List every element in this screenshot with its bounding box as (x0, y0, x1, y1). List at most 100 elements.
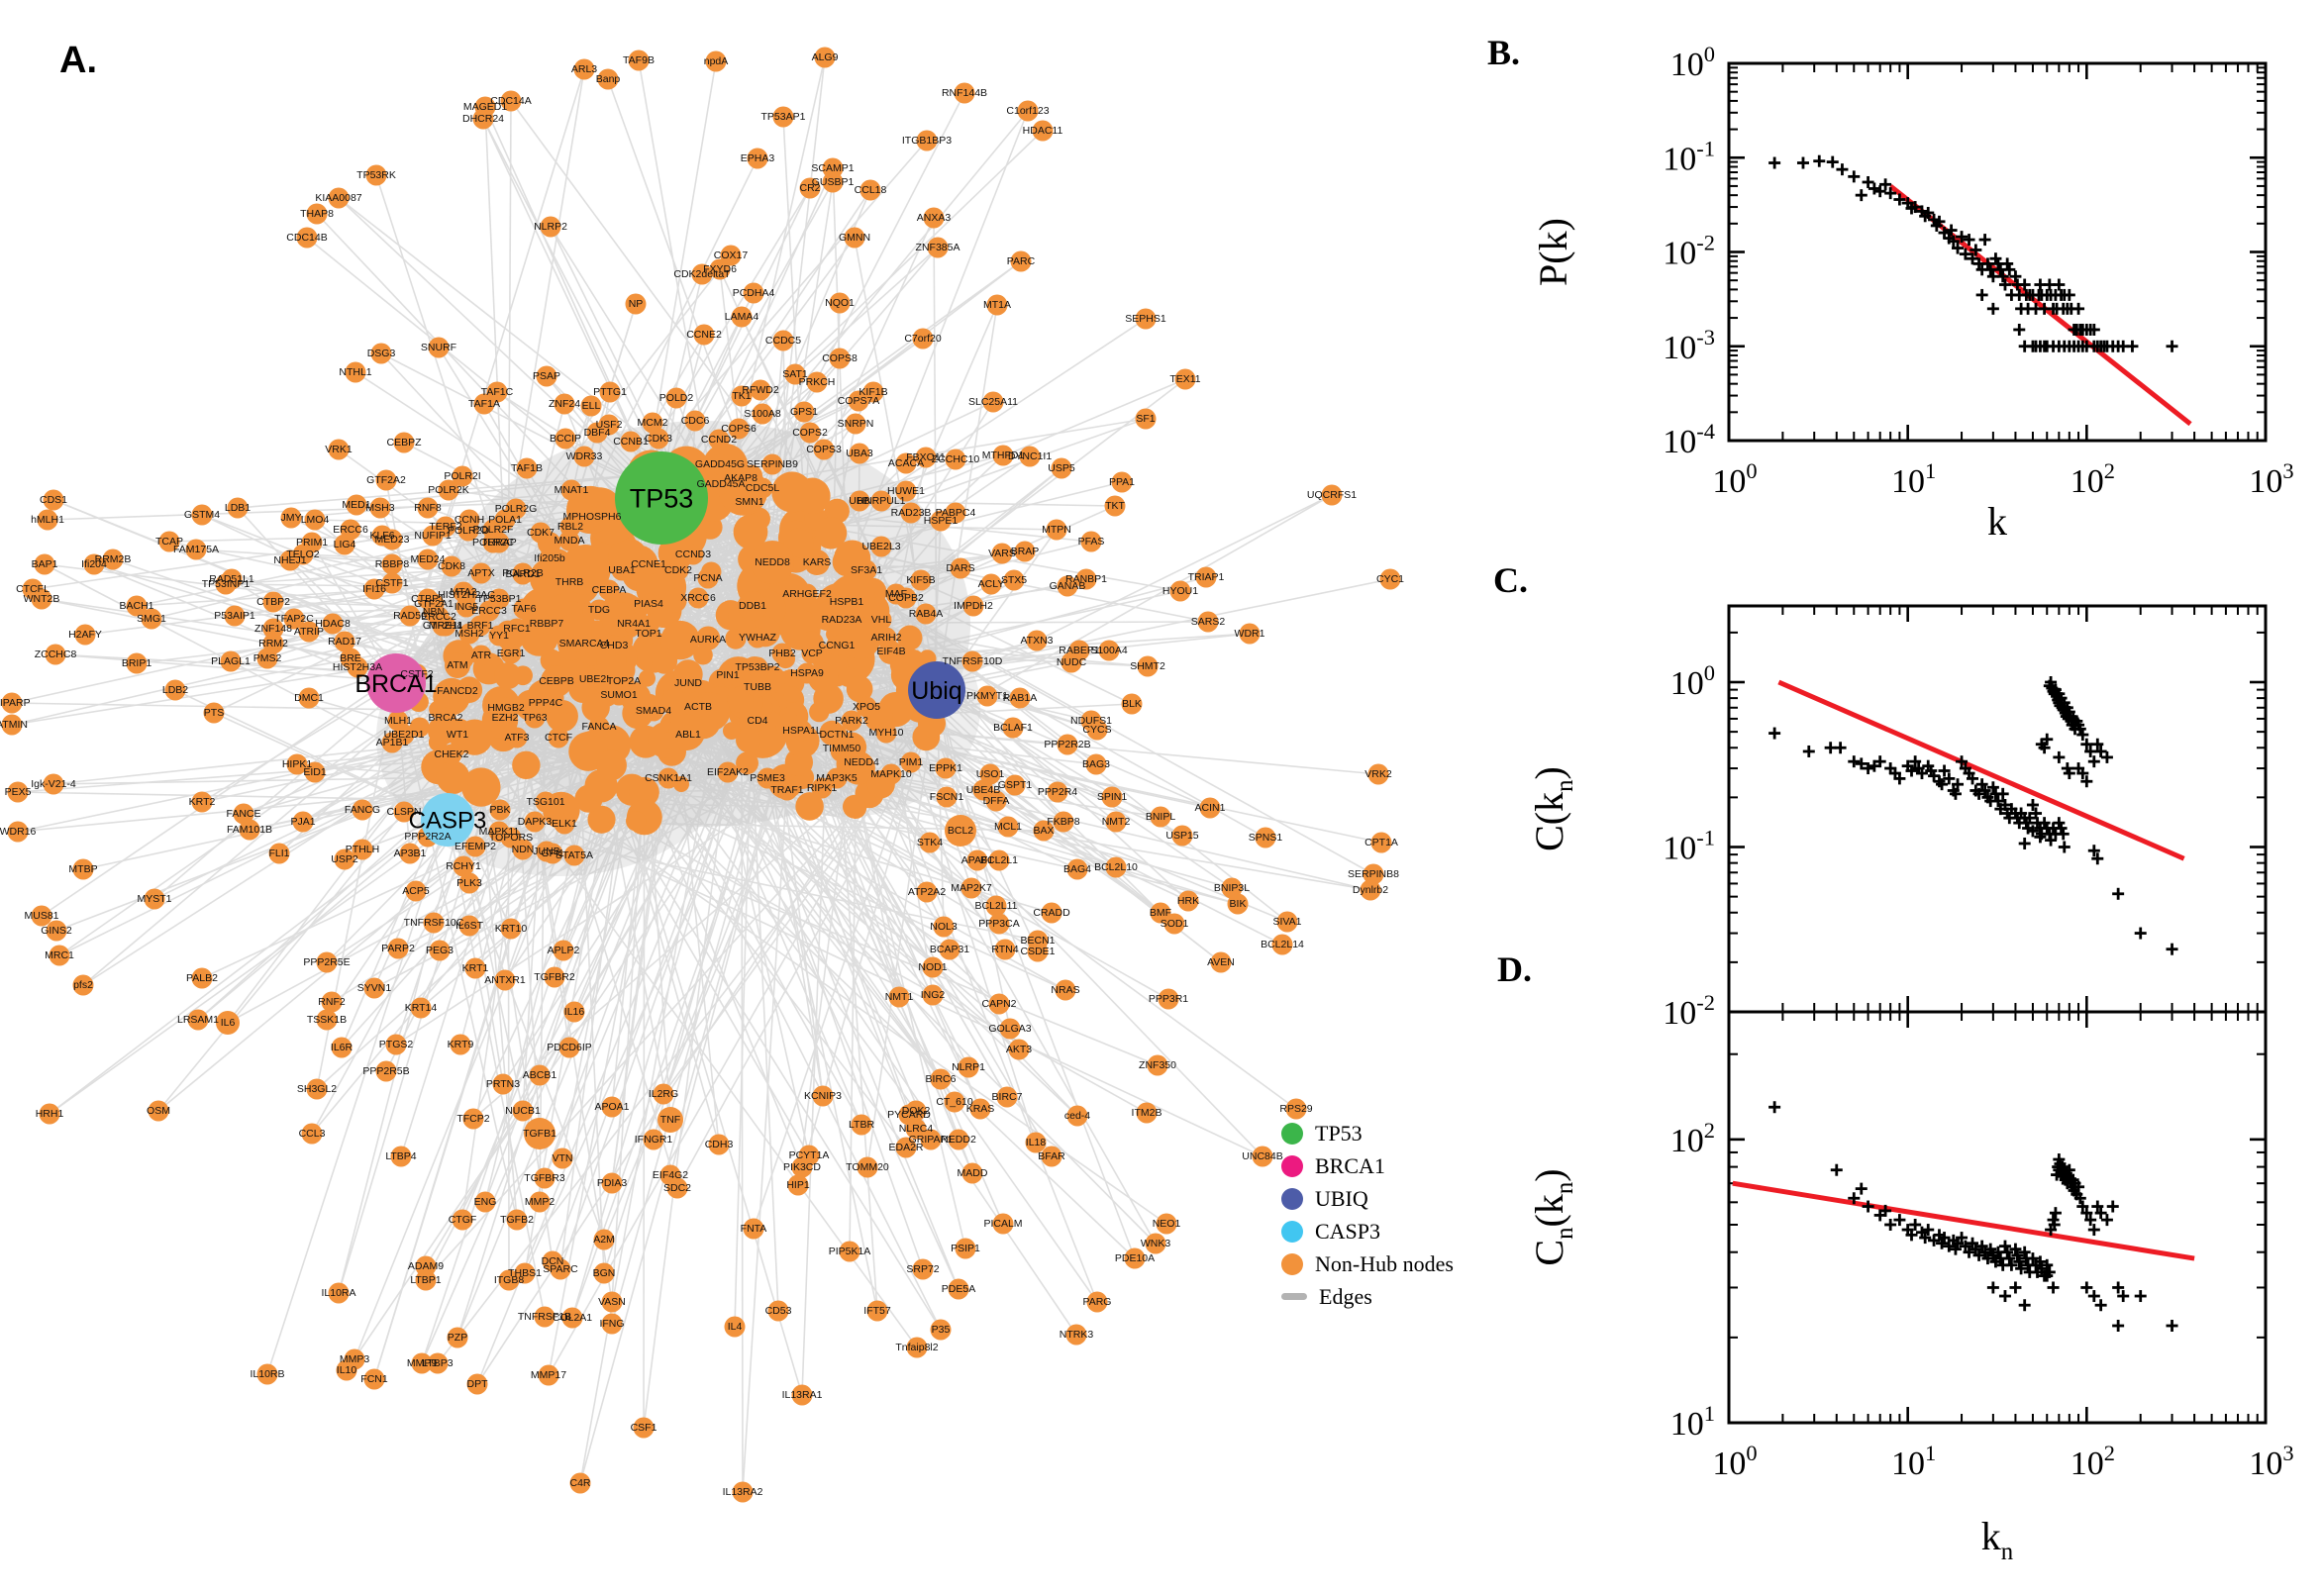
non-hub-node (1239, 623, 1261, 645)
non-hub-node (743, 282, 764, 304)
node-label: TUBB (744, 681, 771, 693)
non-hub-node (1360, 879, 1381, 901)
non-hub-node (625, 293, 647, 315)
node-label: TP53BP2 (736, 661, 780, 673)
node-label: PHB2 (768, 648, 796, 659)
non-hub-node (747, 627, 768, 648)
node-label: PRKCH (799, 376, 836, 388)
node-label: SOD1 (1161, 918, 1189, 930)
non-hub-node (638, 623, 659, 645)
node-label: PDE5A (942, 1283, 975, 1295)
non-hub-node (304, 761, 326, 783)
node-label: DFFA (983, 795, 1010, 807)
node-label: TOMM20 (846, 1161, 889, 1173)
tick-label: 101 (1891, 1441, 1936, 1482)
non-hub-node (512, 563, 534, 585)
non-hub-node (935, 757, 957, 779)
node-label: P35 (932, 1324, 951, 1336)
non-hub-node (927, 237, 949, 258)
non-hub-node (999, 1018, 1021, 1040)
node-label: SERPINB8 (1348, 868, 1399, 880)
non-hub-node (684, 410, 706, 432)
non-hub-node (304, 509, 326, 531)
legend-label: Non-Hub nodes (1315, 1250, 1454, 1276)
node-label: PARG (1083, 1296, 1112, 1308)
non-hub-node (1041, 1146, 1062, 1167)
node-label: CCNG1 (819, 640, 856, 651)
non-hub-node (922, 984, 944, 1006)
non-hub-node (1111, 471, 1133, 493)
non-hub-node (298, 687, 320, 709)
non-hub-node (492, 1073, 514, 1095)
non-hub-node (144, 888, 165, 910)
x-axis-title: k (1987, 499, 2007, 544)
non-hub-node (316, 951, 338, 973)
node-label: IL16 (564, 1006, 585, 1018)
node-label: ACACA (888, 457, 924, 469)
non-hub-node (979, 763, 1001, 785)
node-label: POLR2K (428, 484, 468, 496)
non-hub-node (992, 445, 1014, 466)
node-label: GRIPAP1 (909, 1134, 954, 1146)
non-hub-node (1276, 911, 1298, 933)
non-hub-node (895, 452, 917, 474)
node-label: P53AIP1 (214, 610, 255, 622)
non-hub-node (1027, 941, 1049, 962)
node-label: PEG3 (426, 945, 454, 956)
non-hub-node (191, 791, 213, 813)
node-label: BIRC7 (992, 1091, 1023, 1103)
non-hub-node (811, 777, 833, 799)
node-label: NEDD2 (941, 1134, 976, 1146)
node-label: LAMA4 (725, 311, 759, 323)
node-label: NBN (423, 606, 445, 618)
node-label: EIF4G2 (653, 1169, 688, 1181)
node-label: MLH1 (384, 715, 412, 727)
node-label: TFCP2 (456, 1113, 489, 1125)
node-label: SIVA1 (1273, 916, 1302, 928)
node-label: LRSAM1 (177, 1014, 219, 1026)
node-label: AKAP8 (724, 472, 758, 484)
node-label: GUSBP1 (812, 176, 855, 188)
hub-node-casp3 (421, 793, 474, 847)
node-label: PABPC4 (936, 507, 976, 519)
node-label: COPB2 (888, 592, 924, 604)
non-hub-node (141, 608, 162, 630)
node-label: PPA1 (1109, 476, 1135, 488)
node-label: RNF8 (414, 502, 442, 514)
node-label: TNF (660, 1114, 680, 1126)
node-label: PFAS (1078, 536, 1105, 548)
node-label: HMGB2 (487, 702, 525, 714)
node-label: TK1 (732, 390, 751, 402)
non-hub-node (930, 1319, 952, 1341)
node-label: SPIN1 (1097, 791, 1128, 803)
hub-node-ubiq (908, 661, 965, 719)
node-label: MT1A (983, 299, 1011, 311)
non-hub-node (74, 624, 96, 646)
legend-node-swatch-icon (1281, 1154, 1303, 1177)
tick-label: 102 (1670, 1118, 1715, 1159)
non-hub-node (888, 986, 910, 1008)
node-label: CD4 (747, 715, 767, 727)
node-label: NUCB1 (505, 1105, 541, 1117)
node-label: ced-4 (1064, 1110, 1090, 1122)
node-label: BRCA2 (428, 712, 462, 724)
panel-d-label: D. (1497, 949, 1532, 989)
plot-tick-labels: 100 10-1 10-2 (1663, 660, 1715, 1032)
non-hub-node (548, 727, 569, 748)
tick-label: 10-4 (1663, 419, 1715, 460)
node-label: TRIAP1 (1188, 571, 1225, 583)
non-hub-node (906, 1337, 928, 1358)
non-hub-node (1066, 1105, 1088, 1127)
node-label: TRAF1 (770, 784, 803, 796)
node-label: CDK3 (645, 433, 672, 445)
non-hub-node (628, 50, 650, 71)
non-hub-node (552, 1147, 573, 1169)
non-hub-node (1124, 1247, 1146, 1269)
non-hub-node (643, 1129, 664, 1150)
node-label: NEDD4 (844, 756, 879, 768)
node-label: USP5 (1048, 462, 1075, 474)
node-label: ATXN3 (1020, 635, 1053, 647)
non-hub-node (826, 767, 848, 789)
node-label: Ifi204 (81, 558, 107, 570)
